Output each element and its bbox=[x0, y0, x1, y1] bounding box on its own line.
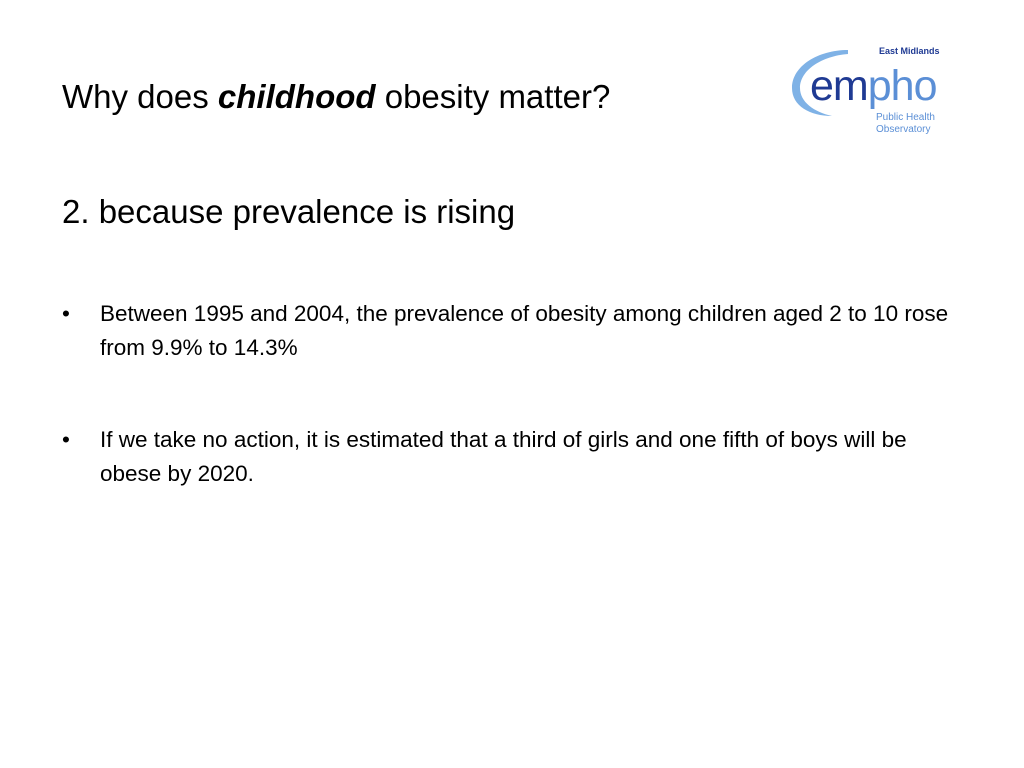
logo-brand: empho bbox=[810, 62, 937, 110]
bullet-marker: • bbox=[62, 427, 70, 452]
logo-swoosh bbox=[792, 50, 848, 116]
bullet-text: Between 1995 and 2004, the prevalence of… bbox=[100, 301, 949, 360]
bullet-item: • Between 1995 and 2004, the prevalence … bbox=[62, 297, 962, 365]
logo-line1: Public Health bbox=[876, 112, 935, 123]
title-prefix: Why does bbox=[62, 78, 218, 115]
slide-title: Why does childhood obesity matter? bbox=[62, 74, 610, 120]
title-suffix: obesity matter? bbox=[375, 78, 611, 115]
title-emphasis: childhood bbox=[217, 78, 376, 115]
bullet-list: • Between 1995 and 2004, the prevalence … bbox=[62, 297, 962, 549]
logo-brand-em: em bbox=[810, 62, 868, 110]
bullet-text: If we take no action, it is estimated th… bbox=[100, 427, 907, 486]
logo-region: East Midlands bbox=[879, 46, 940, 56]
slide-subtitle: 2. because prevalence is rising bbox=[62, 193, 516, 230]
logo-line2: Observatory bbox=[876, 124, 930, 135]
bullet-item: • If we take no action, it is estimated … bbox=[62, 423, 962, 491]
bullet-marker: • bbox=[62, 301, 70, 326]
logo-brand-pho: pho bbox=[868, 62, 937, 110]
empho-logo: East Midlands empho Public Health Observ… bbox=[792, 46, 940, 135]
